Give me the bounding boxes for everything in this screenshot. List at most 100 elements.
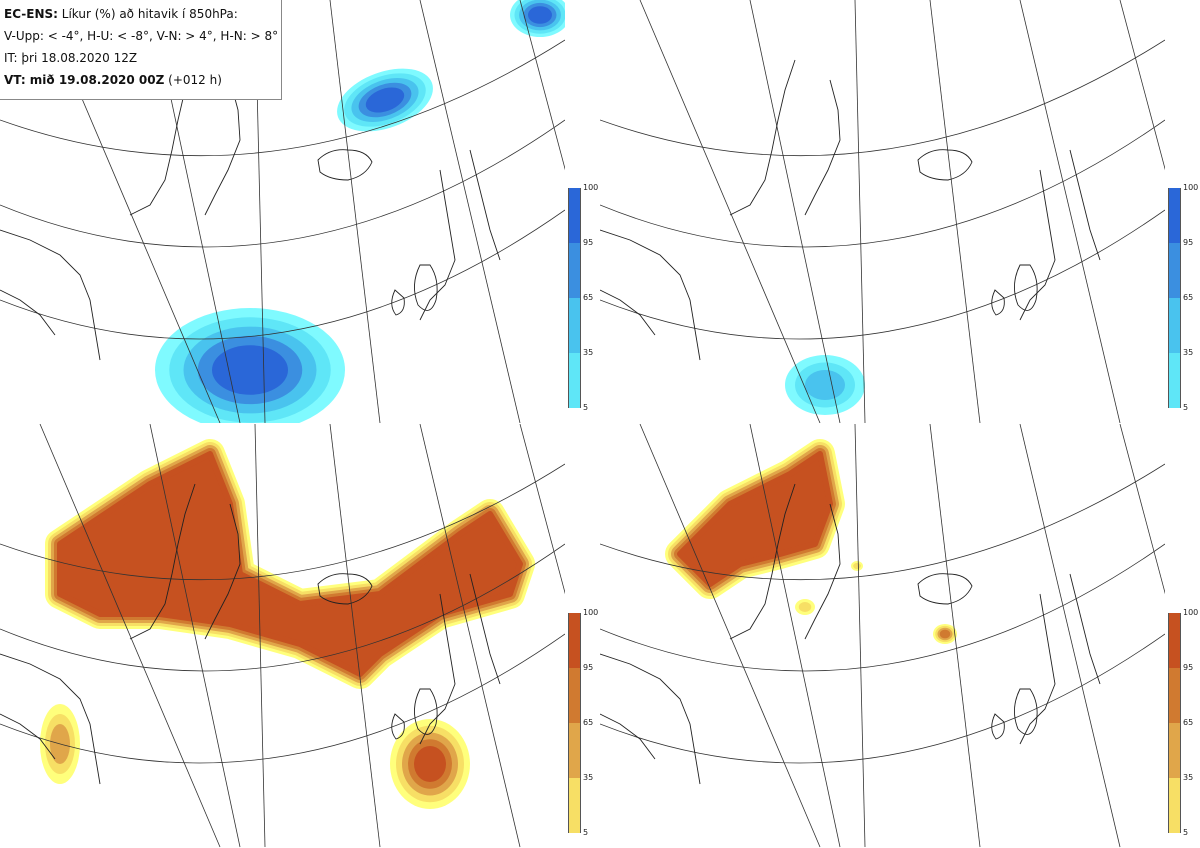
colorbar-segment [568, 353, 581, 408]
graticule-line [749, 0, 841, 423]
graticule-line [1119, 0, 1165, 171]
graticule-line [1119, 424, 1165, 595]
coastline [917, 573, 973, 605]
colorbar-segment [1168, 353, 1181, 408]
colorbar-tick-label: 5 [583, 403, 589, 412]
colorbar-segment [1168, 613, 1181, 668]
colorbar-segment [568, 298, 581, 353]
colorbar-segment [1168, 298, 1181, 353]
coastline [1014, 264, 1038, 311]
graticule-line [749, 424, 841, 848]
colorbar-segment [568, 188, 581, 243]
coastline [317, 149, 373, 181]
coastline [991, 289, 1005, 316]
graticule-line [929, 424, 981, 848]
coastline [600, 653, 701, 785]
coastline [991, 713, 1005, 740]
graticule-line [419, 424, 521, 848]
map-v-n [0, 424, 565, 848]
coastline [414, 264, 438, 311]
graticule-line [639, 424, 821, 848]
colorbar-tick-label: 100 [1183, 608, 1199, 617]
colorbar-segment [1168, 778, 1181, 833]
probability-contour [414, 746, 446, 782]
coastline [1019, 169, 1056, 321]
panel-h-u [600, 0, 1165, 423]
colorbar-tick-label: 95 [583, 238, 594, 247]
graticule-line [1019, 424, 1121, 848]
probability-contour [853, 562, 861, 570]
colorbar-segment [568, 778, 581, 833]
coastline [0, 653, 101, 785]
coastline [600, 229, 701, 361]
graticule-line [600, 39, 1165, 157]
colorbar-tick-label: 65 [583, 718, 594, 727]
coastline [1014, 688, 1038, 735]
probability-contour [805, 370, 845, 400]
product-description: Líkur (%) að hitavik í 850hPa: [61, 7, 238, 21]
probability-contour [57, 451, 523, 677]
valid-time-line: VT: mið 19.08.2020 00Z (+012 h) [4, 71, 277, 93]
probability-contour [528, 6, 552, 24]
colorbar-tick-label: 35 [583, 773, 594, 782]
coastline [1069, 149, 1101, 261]
colorbar-segment [568, 668, 581, 723]
map-v-upp [0, 0, 565, 423]
colorbar-tick-label: 5 [583, 828, 589, 837]
colorbar-tick-label: 35 [583, 348, 594, 357]
colorbar-v-n: 100 95 65 35 5 [568, 609, 598, 837]
graticule-line [639, 0, 821, 423]
graticule-line [0, 543, 565, 672]
colorbar-tick-label: 95 [1183, 663, 1194, 672]
probability-contour [939, 629, 951, 639]
graticule-line [854, 0, 866, 423]
info-box: EC-ENS: Líkur (%) að hitavik í 850hPa: V… [0, 0, 282, 100]
product-name: EC-ENS: [4, 7, 58, 21]
coastline [391, 713, 405, 740]
colorbar-tick-label: 100 [583, 608, 599, 617]
graticule-line [1019, 0, 1121, 423]
colorbar-tick-label: 65 [583, 293, 594, 302]
graticule-line [0, 633, 565, 764]
graticule-line [600, 633, 1165, 764]
coastline [391, 289, 405, 316]
colorbar-tick-label: 5 [1183, 403, 1189, 412]
graticule-line [329, 0, 381, 423]
title-line: EC-ENS: Líkur (%) að hitavik í 850hPa: [4, 5, 277, 27]
colorbar-tick-label: 95 [583, 663, 594, 672]
graticule-line [519, 424, 565, 595]
coastline [0, 289, 56, 336]
panel-v-upp [0, 0, 565, 423]
coastline [0, 713, 56, 760]
map-h-u [600, 0, 1165, 423]
coastline [600, 289, 656, 336]
colorbar-segment [568, 243, 581, 298]
colorbar-tick-label: 35 [1183, 348, 1194, 357]
probability-contour [798, 602, 812, 612]
graticule-line [0, 39, 565, 157]
map-h-n [600, 424, 1165, 848]
colorbar-tick-label: 65 [1183, 293, 1194, 302]
colorbar-v-upp: 100 95 65 35 5 [568, 184, 598, 412]
panel-v-n [0, 424, 565, 848]
init-time: IT: þri 18.08.2020 12Z [4, 51, 138, 65]
coastline [317, 573, 373, 605]
colorbar-h-u: 100 95 65 35 5 [1168, 184, 1198, 412]
graticule-line [600, 463, 1165, 581]
colorbar-segment [1168, 243, 1181, 298]
coastline [419, 593, 456, 745]
coastline [469, 573, 501, 685]
lead-time: (+012 h) [168, 73, 222, 87]
graticule-line [0, 463, 565, 581]
colorbar-tick-label: 100 [583, 183, 599, 192]
colorbar-segment [1168, 668, 1181, 723]
coastline [414, 688, 438, 735]
coastline [204, 503, 241, 640]
coastline [469, 149, 501, 261]
graticule-line [254, 424, 266, 848]
graticule-line [0, 209, 565, 340]
coastline [1069, 573, 1101, 685]
coastline [917, 149, 973, 181]
coastline [729, 59, 796, 216]
colorbar-segment [568, 613, 581, 668]
